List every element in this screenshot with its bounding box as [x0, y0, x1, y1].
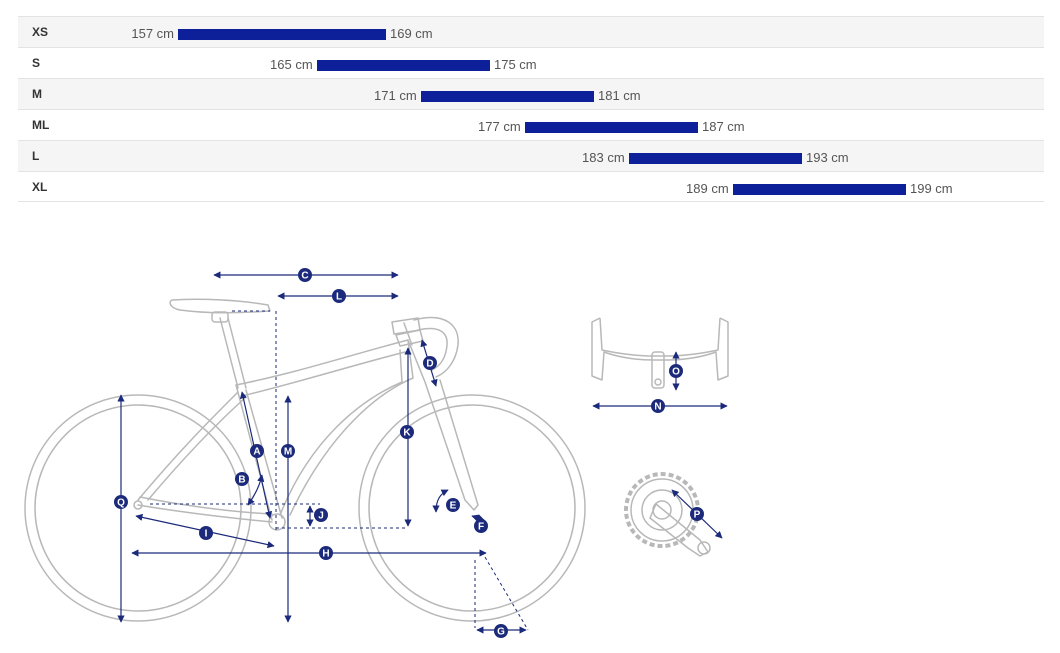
size-label: L: [32, 149, 40, 163]
marker-o: O: [669, 364, 683, 378]
fork-and-cockpit: [391, 316, 479, 511]
height-range-bar: [628, 153, 802, 164]
height-range-bar: [420, 91, 594, 102]
range-min-label: 171 cm: [374, 88, 417, 103]
marker-e-label: E: [450, 501, 457, 512]
marker-g-label: G: [497, 627, 505, 638]
marker-p: P: [690, 507, 704, 521]
dim-b: [247, 474, 265, 506]
marker-f: F: [474, 519, 488, 533]
front-wheel: [358, 394, 586, 622]
range-min-label: 157 cm: [131, 26, 174, 41]
marker-n-label: N: [654, 402, 661, 413]
reference-lines: [150, 310, 529, 631]
marker-j: J: [314, 508, 328, 522]
marker-m: M: [281, 444, 295, 458]
range-max-label: 187 cm: [702, 119, 745, 134]
rear-wheel: [24, 394, 252, 622]
range-max-label: 181 cm: [598, 88, 641, 103]
height-range-bar: [732, 184, 906, 195]
marker-i: I: [199, 526, 213, 540]
bicycle-illustration: [24, 298, 586, 622]
dimension-arrows: [117, 271, 527, 634]
range-max-label: 169 cm: [390, 26, 433, 41]
height-range-bar: [316, 60, 490, 71]
size-label: XL: [32, 180, 48, 194]
range-max-label: 199 cm: [910, 181, 953, 196]
size-row: L 183 cm 193 cm: [18, 140, 1044, 171]
range-min-label: 165 cm: [270, 57, 313, 72]
marker-m-label: M: [284, 447, 292, 458]
marker-b: B: [235, 472, 249, 486]
range-min-label: 183 cm: [582, 150, 625, 165]
marker-c-label: C: [301, 271, 308, 282]
seat: [169, 298, 271, 389]
size-label: XS: [32, 25, 49, 39]
size-row: XS 157 cm 169 cm: [18, 16, 1044, 47]
marker-c: C: [298, 268, 312, 282]
size-chart: XS 157 cm 169 cm S 165 cm 175 cm M 171 cm 181 cm…: [18, 16, 1044, 202]
range-min-label: 177 cm: [478, 119, 521, 134]
marker-d-label: D: [426, 359, 433, 370]
marker-q: Q: [114, 495, 128, 509]
handlebar-top-view: [591, 317, 729, 410]
marker-n: N: [651, 399, 665, 413]
marker-j-label: J: [318, 511, 324, 522]
range-min-label: 189 cm: [686, 181, 729, 196]
dim-e: [432, 489, 449, 513]
frame: [133, 339, 414, 531]
marker-l: L: [332, 289, 346, 303]
marker-g: G: [494, 624, 508, 638]
height-range-bar: [178, 29, 386, 40]
crankset: [624, 472, 723, 557]
marker-f-label: F: [478, 522, 484, 533]
marker-k-label: K: [403, 428, 411, 439]
marker-h: H: [319, 546, 333, 560]
marker-a: A: [250, 444, 264, 458]
marker-p-label: P: [694, 510, 701, 521]
size-row: ML 177 cm 187 cm: [18, 109, 1044, 140]
marker-o-label: O: [672, 367, 680, 378]
size-row: XL 189 cm 199 cm: [18, 171, 1044, 202]
range-max-label: 175 cm: [494, 57, 537, 72]
marker-i-label: I: [205, 529, 208, 540]
size-label: S: [32, 56, 41, 70]
size-row: S 165 cm 175 cm: [18, 47, 1044, 78]
size-row: M 171 cm 181 cm: [18, 78, 1044, 109]
marker-a-label: A: [253, 447, 260, 458]
range-max-label: 193 cm: [806, 150, 849, 165]
marker-l-label: L: [336, 292, 342, 303]
marker-q-label: Q: [117, 498, 125, 509]
height-range-bar: [524, 122, 698, 133]
size-label: M: [32, 87, 42, 101]
marker-b-label: B: [238, 475, 245, 486]
size-label: ML: [32, 118, 50, 132]
marker-e: E: [446, 498, 460, 512]
marker-d: D: [423, 356, 437, 370]
marker-k: K: [400, 425, 414, 439]
marker-h-label: H: [322, 549, 329, 560]
